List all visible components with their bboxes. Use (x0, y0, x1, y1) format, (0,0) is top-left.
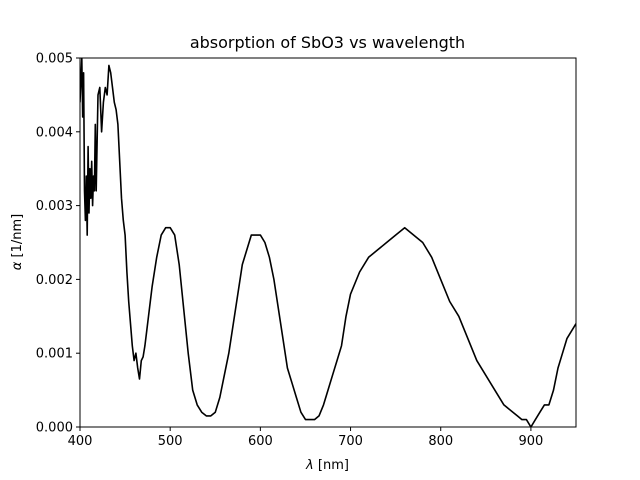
x-axis-symbol: λ (305, 458, 314, 473)
y-axis: 0.000 0.001 0.002 0.003 0.004 0.005 (36, 52, 80, 436)
y-axis-label: α [1/nm] (10, 214, 25, 270)
y-tick-label: 0.005 (36, 52, 73, 67)
series-line-0 (80, 58, 576, 427)
x-axis: 400 500 600 700 800 900 (68, 427, 543, 449)
y-tick-label: 0.002 (36, 273, 73, 288)
y-tick-label: 0.003 (36, 199, 73, 214)
x-tick-label: 600 (248, 434, 273, 449)
x-tick-label: 500 (158, 434, 183, 449)
x-tick-label: 700 (338, 434, 363, 449)
chart-title: absorption of SbO3 vs wavelength (190, 33, 465, 52)
x-tick-label: 400 (68, 434, 93, 449)
y-axis-unit: [1/nm] (10, 214, 25, 262)
x-axis-label: λ [nm] (305, 458, 349, 473)
x-tick-label: 800 (428, 434, 453, 449)
y-tick-label: 0.004 (36, 125, 73, 140)
x-tick-label: 900 (518, 434, 543, 449)
x-axis-unit: [nm] (314, 458, 349, 473)
plot-area (79, 57, 577, 428)
plot-frame (79, 57, 577, 428)
y-tick-label: 0.001 (36, 347, 73, 362)
y-axis-symbol: α (10, 261, 25, 270)
y-tick-label: 0.000 (36, 421, 73, 436)
